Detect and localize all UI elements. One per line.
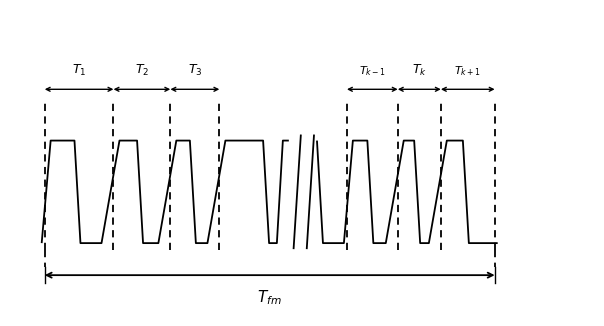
Text: $T_{fm}$: $T_{fm}$: [257, 288, 282, 307]
Text: $T_{k-1}$: $T_{k-1}$: [359, 64, 386, 78]
Text: $T_2$: $T_2$: [135, 63, 149, 78]
Text: $T_1$: $T_1$: [72, 63, 86, 78]
Text: $T_k$: $T_k$: [412, 63, 427, 78]
Text: $T_{k+1}$: $T_{k+1}$: [454, 64, 481, 78]
Text: $T_3$: $T_3$: [188, 63, 202, 78]
